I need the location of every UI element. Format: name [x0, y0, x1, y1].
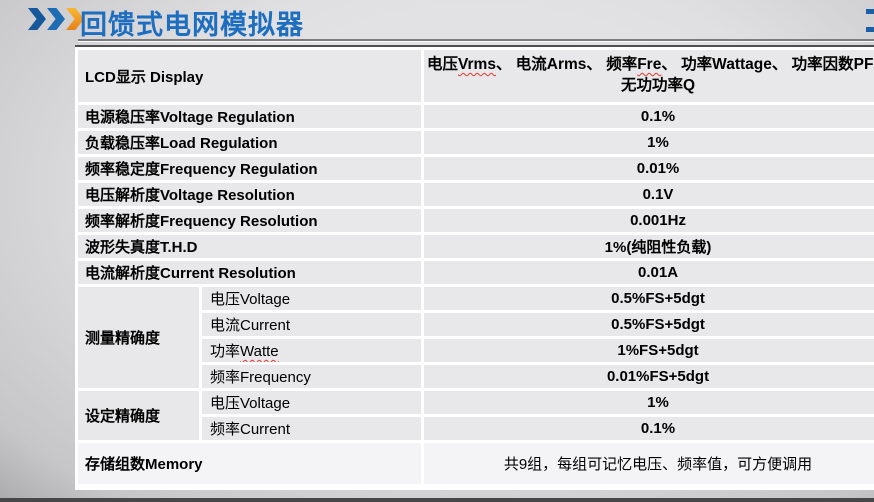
- sub-row-label: 电压Voltage: [202, 287, 422, 310]
- table-row: 电流解析度Current Resolution 0.01A: [78, 261, 874, 284]
- text-segment: 功率: [210, 343, 241, 360]
- row-label: 电流解析度Current Resolution: [78, 261, 422, 284]
- table-row: 频率稳定度Frequency Regulation 0.01%: [78, 157, 874, 180]
- sub-row-label: 功率Watte: [202, 339, 422, 362]
- row-value: 1%: [424, 131, 874, 154]
- row-value: 共9组，每组可记忆电压、频率值，可方便调用: [424, 443, 874, 484]
- title-chevrons-icon: [28, 8, 85, 30]
- row-label: 电源稳压率Voltage Regulation: [78, 105, 422, 128]
- text-segment: 电压Voltage: [210, 291, 291, 308]
- table-row: 频率解析度Frequency Resolution 0.001Hz: [78, 209, 874, 232]
- title-underline: [78, 39, 874, 42]
- sub-row-label: 电流Current: [202, 313, 422, 336]
- table-row: 波形失真度T.H.D 1%(纯阻性负载): [78, 235, 874, 258]
- text-segment: 电压: [427, 56, 459, 74]
- text-segment: 、 功率Wattage、 功率因数PF、 无功功率Q: [620, 56, 874, 94]
- table-row: 频率Frequency 0.01%FS+5dgt: [78, 365, 874, 388]
- text-segment: 电流Current: [210, 317, 291, 334]
- table-row: 存储组数Memory 共9组，每组可记忆电压、频率值，可方便调用: [78, 443, 874, 484]
- table-row: 频率Current 0.1%: [78, 417, 874, 440]
- table-row: LCD显示 Display 电压Vrms、 电流Arms、 频率Fre、 功率Wa…: [78, 50, 874, 102]
- group-label: 设定精确度: [78, 391, 199, 440]
- table-row: 电压解析度Voltage Resolution 0.1V: [78, 183, 874, 206]
- spellcheck-text: Fre: [637, 56, 662, 74]
- chevron-right-icon: [28, 8, 46, 30]
- table-row: 电源稳压率Voltage Regulation 0.1%: [78, 105, 874, 128]
- text-segment: 频率Frequency: [210, 369, 311, 386]
- row-value: 1%(纯阻性负载): [424, 235, 874, 258]
- text-segment: 频率Current: [210, 421, 291, 438]
- row-value: 0.01A: [424, 261, 874, 284]
- spec-table: LCD显示 Display 电压Vrms、 电流Arms、 频率Fre、 功率Wa…: [75, 47, 874, 487]
- corner-mark-icon: [866, 27, 874, 32]
- row-value: 0.1%: [424, 105, 874, 128]
- row-value: 电压Vrms、 电流Arms、 频率Fre、 功率Wattage、 功率因数PF…: [424, 50, 874, 102]
- spellcheck-text: Watte: [240, 343, 279, 360]
- row-value: 0.5%FS+5dgt: [424, 313, 874, 336]
- page-title: 回馈式电网模拟器: [80, 10, 304, 40]
- row-value: 0.001Hz: [424, 209, 874, 232]
- slide-bottom-edge: [0, 498, 874, 502]
- spec-table-container: LCD显示 Display 电压Vrms、 电流Arms、 频率Fre、 功率Wa…: [75, 45, 874, 490]
- row-value: 0.1V: [424, 183, 874, 206]
- sub-row-label: 频率Frequency: [202, 365, 422, 388]
- row-value: 1%: [424, 391, 874, 414]
- text-segment: 电压Voltage: [210, 395, 291, 412]
- row-label: 电压解析度Voltage Resolution: [78, 183, 422, 206]
- table-row: 测量精确度 电压Voltage 0.5%FS+5dgt: [78, 287, 874, 388]
- chevron-right-icon: [66, 8, 84, 30]
- table-row: 功率Watte 1%FS+5dgt: [78, 339, 874, 362]
- row-label: 波形失真度T.H.D: [78, 235, 422, 258]
- row-label: 频率稳定度Frequency Regulation: [78, 157, 422, 180]
- row-value: 0.01%: [424, 157, 874, 180]
- group-label: 测量精确度: [78, 287, 199, 388]
- row-value: 0.01%FS+5dgt: [424, 365, 874, 388]
- chevron-right-icon: [47, 8, 65, 30]
- row-value: 0.5%FS+5dgt: [424, 287, 874, 310]
- table-row: 负载稳压率Load Regulation 1%: [78, 131, 874, 154]
- sub-row-label: 电压Voltage: [202, 391, 422, 414]
- spellcheck-text: Vrms: [458, 56, 496, 74]
- table-row: 电流Current 0.5%FS+5dgt: [78, 313, 874, 336]
- table-row: 设定精确度 电压Voltage 1%: [78, 391, 874, 440]
- row-label: 频率解析度Frequency Resolution: [78, 209, 422, 232]
- sub-row-label: 频率Current: [202, 417, 422, 440]
- row-value: 1%FS+5dgt: [424, 339, 874, 362]
- row-label: 负载稳压率Load Regulation: [78, 131, 422, 154]
- text-segment: 、 电流Arms、 频率: [495, 56, 638, 74]
- row-label: LCD显示 Display: [78, 50, 422, 102]
- row-value: 0.1%: [424, 417, 874, 440]
- corner-mark-icon: [866, 9, 874, 14]
- row-label: 存储组数Memory: [78, 443, 422, 484]
